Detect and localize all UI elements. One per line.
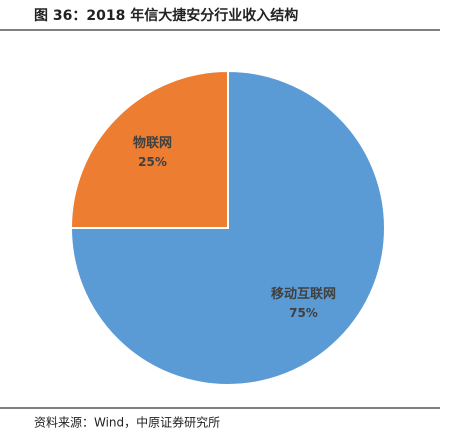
source: 资料来源：Wind，中原证券研究所 — [34, 415, 220, 430]
value-label: 25% — [138, 155, 167, 169]
chart-title: 图 36：2018 年信大捷安分行业收入结构 — [34, 7, 298, 24]
slice-label: 物联网 — [133, 135, 172, 151]
slice-label: 移动互联网 — [271, 286, 336, 302]
pie-slice — [69, 69, 229, 229]
value-label: 75% — [289, 306, 318, 320]
pie: 移动互联网 75% 物联网 25% — [69, 69, 386, 386]
pie-slice — [69, 69, 386, 386]
